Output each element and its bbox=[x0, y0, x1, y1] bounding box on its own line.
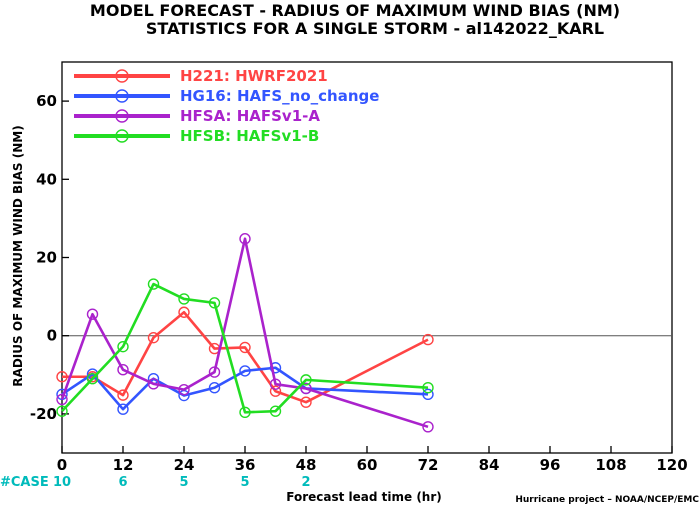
legend-swatch-marker bbox=[115, 129, 129, 143]
series-line bbox=[61, 366, 429, 411]
data-point bbox=[86, 308, 99, 320]
data-point bbox=[269, 378, 282, 390]
data-point bbox=[269, 385, 282, 397]
x-tick-label: 12 bbox=[113, 456, 134, 474]
data-point bbox=[300, 396, 312, 408]
legend-entry-label: HFSA: HAFSv1-A bbox=[180, 107, 320, 125]
y-tick-label: 20 bbox=[36, 249, 57, 267]
data-point bbox=[147, 378, 160, 390]
data-point bbox=[117, 364, 129, 376]
credit-text: Hurricane project – NOAA/NCEP/EMC bbox=[515, 495, 699, 505]
legend-entry-label: H221: HWRF2021 bbox=[180, 67, 328, 85]
data-point bbox=[422, 333, 434, 346]
data-point bbox=[56, 405, 68, 417]
chart-title-line2: STATISTICS FOR A SINGLE STORM - al142022… bbox=[146, 19, 604, 38]
x-tick-label: 60 bbox=[357, 456, 378, 474]
data-point bbox=[239, 406, 251, 419]
y-tick-label: 40 bbox=[36, 170, 57, 188]
case-count-label: #CASE bbox=[0, 475, 49, 490]
data-point bbox=[269, 405, 282, 417]
data-point bbox=[147, 331, 160, 344]
x-axis-label: Forecast lead time (hr) bbox=[286, 490, 442, 504]
chart-title-line1: MODEL FORECAST - RADIUS OF MAXIMUM WIND … bbox=[90, 1, 620, 20]
data-point bbox=[117, 403, 129, 415]
data-point bbox=[422, 388, 434, 401]
data-point bbox=[56, 371, 68, 383]
legend-swatch-marker bbox=[115, 109, 129, 123]
case-count-value: 6 bbox=[118, 475, 127, 490]
data-point bbox=[300, 382, 312, 395]
x-tick-label: 0 bbox=[57, 456, 67, 474]
data-point bbox=[239, 233, 251, 245]
case-count-value: 5 bbox=[240, 475, 249, 490]
y-tick-label: 0 bbox=[47, 327, 57, 345]
series-line bbox=[60, 237, 429, 429]
data-point bbox=[178, 306, 190, 318]
legend-swatch-marker bbox=[115, 89, 129, 103]
case-count-value: 5 bbox=[179, 475, 188, 490]
series-2 bbox=[56, 233, 434, 433]
data-point bbox=[117, 340, 129, 353]
data-point bbox=[208, 382, 221, 394]
x-tick-label: 84 bbox=[479, 456, 500, 474]
y-tick-label: 60 bbox=[36, 92, 57, 110]
y-tick-label: -20 bbox=[30, 405, 57, 423]
data-point bbox=[422, 382, 434, 394]
series-3 bbox=[56, 278, 434, 419]
data-point bbox=[422, 421, 434, 433]
data-point bbox=[239, 365, 251, 377]
data-point bbox=[300, 374, 312, 386]
x-tick-label: 108 bbox=[595, 456, 626, 474]
series-line bbox=[61, 282, 429, 414]
x-tick-label: 48 bbox=[296, 456, 317, 474]
x-tick-label: 24 bbox=[174, 456, 195, 474]
y-axis-label: RADIUS OF MAXIMUM WIND BIAS (NM) bbox=[11, 125, 25, 386]
data-point bbox=[239, 341, 251, 354]
x-tick-label: 120 bbox=[656, 456, 687, 474]
x-tick-label: 96 bbox=[540, 456, 561, 474]
data-point bbox=[208, 366, 221, 378]
data-point bbox=[56, 393, 68, 406]
case-count-value: 10 bbox=[53, 475, 71, 490]
data-point bbox=[208, 297, 221, 309]
case-count-value: 2 bbox=[301, 475, 310, 490]
data-point bbox=[147, 278, 160, 290]
legend-swatch-marker bbox=[115, 69, 129, 83]
data-point bbox=[178, 383, 190, 396]
plot-frame bbox=[61, 61, 673, 454]
x-tick-label: 72 bbox=[418, 456, 439, 474]
data-point bbox=[178, 293, 190, 305]
data-point bbox=[269, 362, 282, 374]
x-tick-label: 36 bbox=[235, 456, 256, 474]
legend-entry-label: HFSB: HAFSv1-B bbox=[180, 127, 319, 145]
data-point bbox=[86, 373, 99, 385]
data-point bbox=[117, 389, 129, 401]
legend-entry-label: HG16: HAFS_no_change bbox=[180, 87, 379, 105]
